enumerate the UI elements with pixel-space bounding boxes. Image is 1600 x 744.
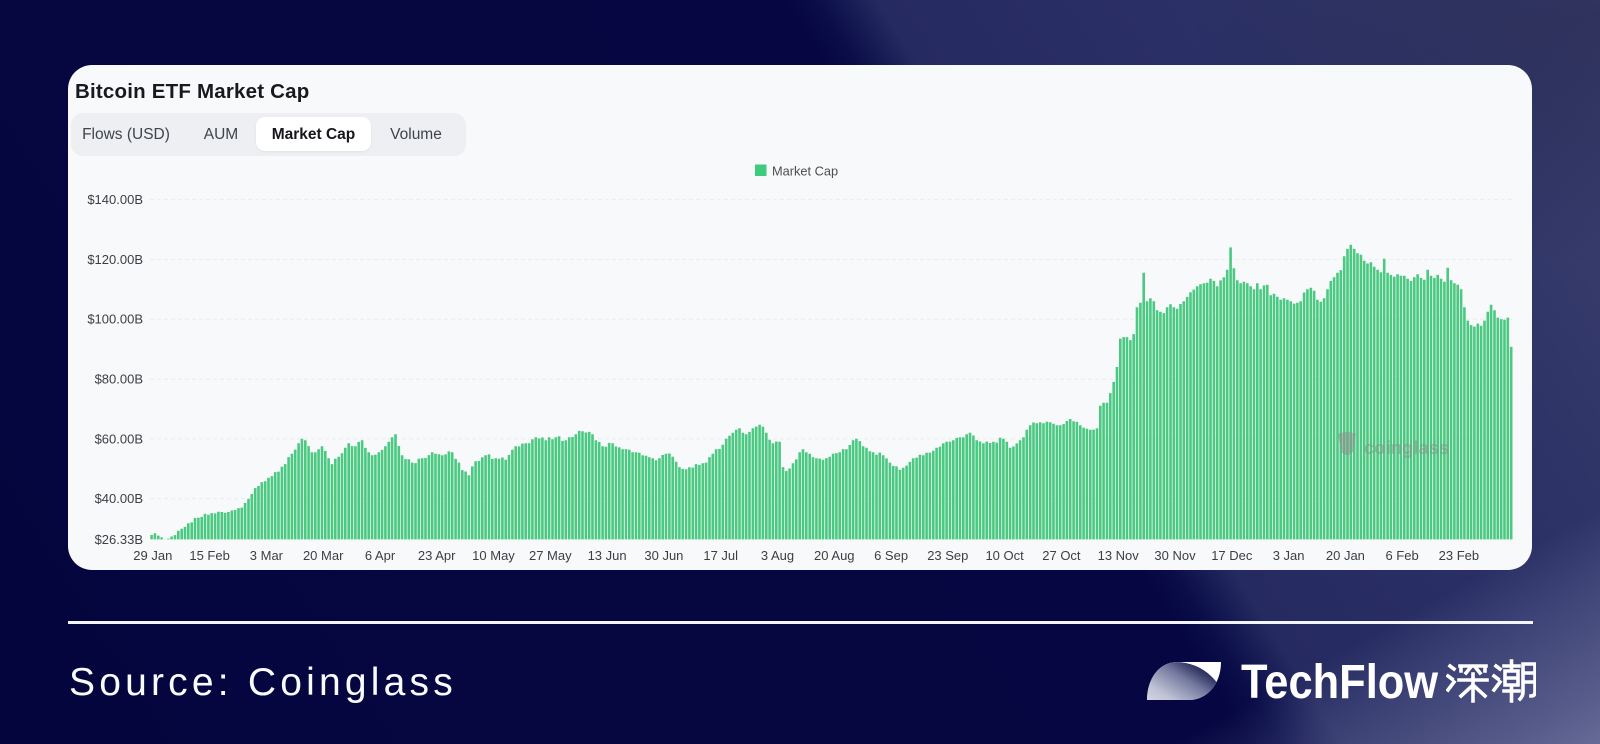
svg-text:23 Sep: 23 Sep bbox=[927, 548, 968, 563]
svg-text:27 Oct: 27 Oct bbox=[1042, 548, 1081, 563]
svg-text:20 Aug: 20 Aug bbox=[814, 548, 855, 563]
svg-text:30 Jun: 30 Jun bbox=[644, 548, 683, 563]
svg-text:10 May: 10 May bbox=[472, 548, 515, 563]
svg-text:13 Nov: 13 Nov bbox=[1098, 548, 1140, 563]
svg-text:coinglass: coinglass bbox=[1364, 437, 1449, 458]
svg-text:23 Feb: 23 Feb bbox=[1439, 548, 1479, 563]
svg-text:10 Oct: 10 Oct bbox=[985, 548, 1024, 563]
svg-text:6 Sep: 6 Sep bbox=[874, 548, 908, 563]
svg-text:$80.00B: $80.00B bbox=[95, 372, 143, 387]
svg-text:$40.00B: $40.00B bbox=[95, 491, 143, 506]
svg-text:$140.00B: $140.00B bbox=[87, 192, 143, 207]
svg-text:$100.00B: $100.00B bbox=[87, 312, 143, 327]
svg-text:$120.00B: $120.00B bbox=[87, 252, 143, 267]
svg-text:$26.33B: $26.33B bbox=[95, 532, 143, 547]
svg-text:20 Mar: 20 Mar bbox=[303, 548, 344, 563]
svg-text:3 Mar: 3 Mar bbox=[250, 548, 284, 563]
svg-text:3 Aug: 3 Aug bbox=[761, 548, 794, 563]
svg-text:29 Jan: 29 Jan bbox=[133, 548, 172, 563]
svg-text:15 Feb: 15 Feb bbox=[189, 548, 229, 563]
svg-text:$60.00B: $60.00B bbox=[95, 431, 143, 446]
svg-text:17 Dec: 17 Dec bbox=[1211, 548, 1253, 563]
svg-text:3 Jan: 3 Jan bbox=[1273, 548, 1305, 563]
svg-text:13 Jun: 13 Jun bbox=[588, 548, 627, 563]
svg-text:6 Apr: 6 Apr bbox=[365, 548, 396, 563]
svg-text:30 Nov: 30 Nov bbox=[1154, 548, 1196, 563]
svg-text:23 Apr: 23 Apr bbox=[418, 548, 456, 563]
svg-text:20 Jan: 20 Jan bbox=[1326, 548, 1365, 563]
svg-text:Market Cap: Market Cap bbox=[772, 164, 838, 179]
svg-text:17 Jul: 17 Jul bbox=[703, 548, 738, 563]
svg-text:6 Feb: 6 Feb bbox=[1385, 548, 1418, 563]
svg-text:27 May: 27 May bbox=[529, 548, 572, 563]
